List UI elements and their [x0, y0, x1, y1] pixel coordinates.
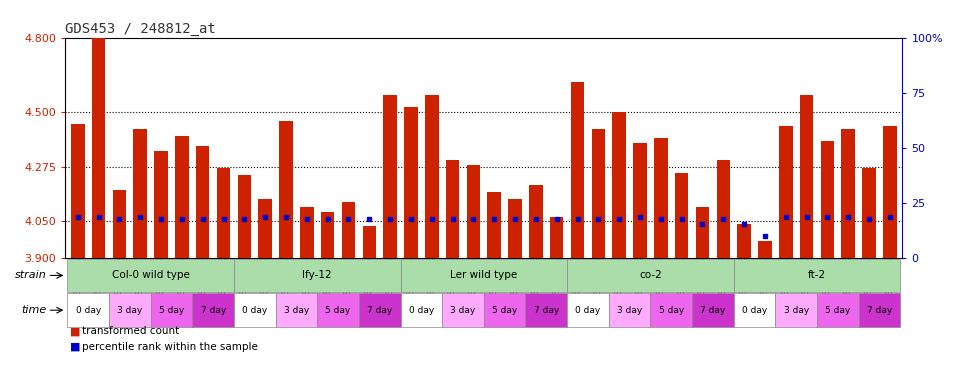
Bar — [300, 207, 314, 258]
Text: percentile rank within the sample: percentile rank within the sample — [82, 341, 257, 352]
Bar — [112, 190, 126, 258]
Text: 0 day: 0 day — [575, 306, 601, 315]
Bar — [383, 94, 396, 258]
Text: ■: ■ — [70, 341, 81, 352]
Bar — [776, 294, 817, 327]
Bar — [92, 38, 106, 258]
Bar — [279, 122, 293, 258]
Text: strain: strain — [14, 270, 46, 280]
Bar — [359, 294, 400, 327]
Bar — [675, 173, 688, 258]
Bar — [400, 259, 567, 292]
Text: 3 day: 3 day — [617, 306, 642, 315]
Text: ■: ■ — [70, 326, 81, 336]
Bar — [196, 146, 209, 258]
Bar — [733, 259, 900, 292]
Text: ft-2: ft-2 — [808, 270, 827, 280]
Bar — [842, 129, 855, 258]
Bar — [155, 151, 168, 258]
Text: 7 day: 7 day — [367, 306, 393, 315]
Bar — [237, 175, 252, 258]
Bar — [467, 165, 480, 258]
Text: 5 day: 5 day — [826, 306, 851, 315]
Bar — [508, 199, 522, 258]
Bar — [567, 259, 733, 292]
Bar — [737, 224, 751, 258]
Bar — [529, 185, 542, 258]
Text: time: time — [21, 305, 46, 315]
Text: transformed count: transformed count — [82, 326, 179, 336]
Text: 7 day: 7 day — [534, 306, 559, 315]
Bar — [425, 94, 439, 258]
Bar — [883, 126, 897, 258]
Bar — [488, 192, 501, 258]
Text: 5 day: 5 day — [325, 306, 350, 315]
Text: 0 day: 0 day — [242, 306, 268, 315]
Bar — [342, 202, 355, 258]
Bar — [591, 129, 605, 258]
Text: 7 day: 7 day — [867, 306, 892, 315]
Bar — [234, 259, 400, 292]
Bar — [733, 294, 776, 327]
Bar — [817, 294, 858, 327]
Bar — [696, 207, 709, 258]
Bar — [363, 226, 376, 258]
Bar — [858, 294, 900, 327]
Bar — [71, 124, 84, 258]
Bar — [151, 294, 192, 327]
Bar — [609, 294, 651, 327]
Text: 0 day: 0 day — [76, 306, 101, 315]
Text: 5 day: 5 day — [659, 306, 684, 315]
Text: 3 day: 3 day — [284, 306, 309, 315]
Bar — [634, 143, 647, 258]
Bar — [821, 141, 834, 258]
Bar — [654, 138, 667, 258]
Text: 0 day: 0 day — [409, 306, 434, 315]
Bar — [234, 294, 276, 327]
Text: 3 day: 3 day — [117, 306, 142, 315]
Text: lfy-12: lfy-12 — [302, 270, 332, 280]
Bar — [862, 168, 876, 258]
Text: Col-0 wild type: Col-0 wild type — [111, 270, 189, 280]
Bar — [612, 112, 626, 258]
Text: 0 day: 0 day — [742, 306, 767, 315]
Bar — [445, 160, 460, 258]
Bar — [404, 107, 418, 258]
Bar — [67, 259, 234, 292]
Bar — [567, 294, 609, 327]
Bar — [317, 294, 359, 327]
Bar — [133, 129, 147, 258]
Text: GDS453 / 248812_at: GDS453 / 248812_at — [65, 22, 216, 36]
Bar — [779, 126, 793, 258]
Bar — [443, 294, 484, 327]
Bar — [175, 136, 189, 258]
Bar — [321, 212, 334, 258]
Text: 3 day: 3 day — [450, 306, 475, 315]
Bar — [716, 160, 731, 258]
Bar — [192, 294, 234, 327]
Bar — [400, 294, 443, 327]
Bar — [800, 94, 813, 258]
Bar — [276, 294, 317, 327]
Text: 7 day: 7 day — [700, 306, 726, 315]
Text: 5 day: 5 day — [492, 306, 517, 315]
Bar — [571, 82, 585, 258]
Text: 5 day: 5 day — [158, 306, 184, 315]
Text: 7 day: 7 day — [201, 306, 226, 315]
Bar — [484, 294, 525, 327]
Text: co-2: co-2 — [639, 270, 661, 280]
Bar — [758, 241, 772, 258]
Bar — [651, 294, 692, 327]
Bar — [525, 294, 567, 327]
Bar — [217, 168, 230, 258]
Bar — [109, 294, 151, 327]
Bar — [550, 217, 564, 258]
Bar — [692, 294, 733, 327]
Bar — [67, 294, 109, 327]
Text: Ler wild type: Ler wild type — [450, 270, 517, 280]
Bar — [258, 199, 272, 258]
Text: 3 day: 3 day — [783, 306, 809, 315]
